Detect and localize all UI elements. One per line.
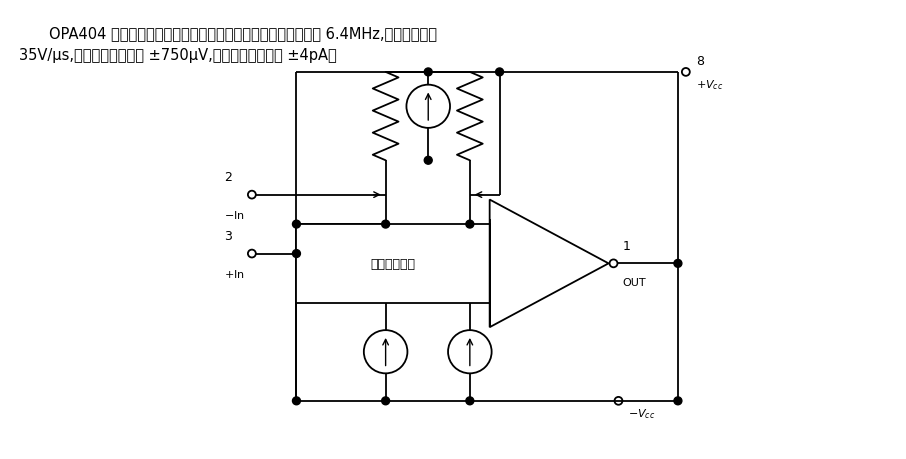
Circle shape bbox=[381, 397, 390, 405]
Text: 3: 3 bbox=[224, 229, 232, 242]
Bar bbox=[296, 224, 489, 303]
Circle shape bbox=[293, 250, 301, 258]
Text: $+$In: $+$In bbox=[224, 268, 245, 280]
Circle shape bbox=[674, 260, 682, 268]
Circle shape bbox=[424, 69, 432, 77]
Circle shape bbox=[674, 397, 682, 405]
Text: 供发共基放大: 供发共基放大 bbox=[371, 257, 416, 270]
Text: 1: 1 bbox=[622, 239, 631, 252]
Text: $-$In: $-$In bbox=[224, 209, 245, 221]
Text: $+V_{cc}$: $+V_{cc}$ bbox=[696, 78, 723, 91]
Circle shape bbox=[381, 221, 390, 229]
Circle shape bbox=[293, 397, 301, 405]
Text: OPA404 是高性能介质隔离场效应输入单片运算放大器。带宽为 6.4MHz,高转换速率为: OPA404 是高性能介质隔离场效应输入单片运算放大器。带宽为 6.4MHz,高… bbox=[49, 26, 437, 41]
Text: 35V/μs,低失调电压最大为 ±750μV,低偏置电流最大为 ±4pA。: 35V/μs,低失调电压最大为 ±750μV,低偏置电流最大为 ±4pA。 bbox=[19, 48, 337, 63]
Circle shape bbox=[466, 221, 474, 229]
Text: 2: 2 bbox=[224, 170, 232, 184]
Text: OUT: OUT bbox=[622, 278, 646, 287]
Circle shape bbox=[293, 221, 301, 229]
Text: $-V_{cc}$: $-V_{cc}$ bbox=[629, 406, 656, 420]
Text: 8: 8 bbox=[696, 55, 704, 68]
Circle shape bbox=[424, 157, 432, 165]
Circle shape bbox=[466, 397, 474, 405]
Circle shape bbox=[496, 69, 504, 77]
